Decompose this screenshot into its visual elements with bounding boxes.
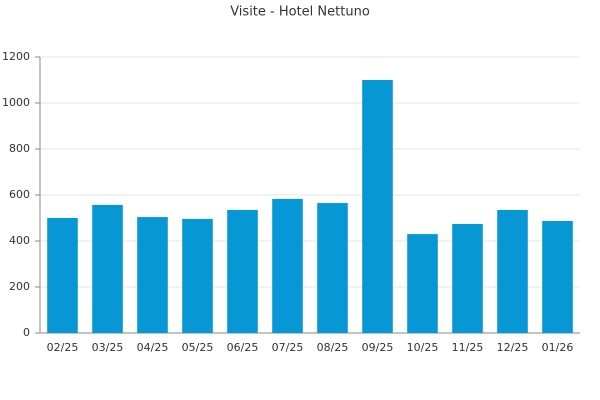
chart-title: Visite - Hotel Nettuno — [230, 5, 370, 20]
bar — [407, 234, 438, 333]
bar — [317, 203, 348, 333]
x-tick-label: 01/26 — [542, 341, 574, 354]
bar — [182, 218, 213, 333]
y-tick-label: 1200 — [2, 50, 30, 63]
x-tick-label: 12/25 — [497, 341, 529, 354]
bar — [452, 223, 483, 333]
y-tick-label: 400 — [9, 234, 30, 247]
bar — [272, 198, 303, 333]
bar — [542, 220, 573, 333]
x-tick-label: 09/25 — [362, 341, 394, 354]
x-tick-label: 10/25 — [407, 341, 439, 354]
y-tick-label: 200 — [9, 280, 30, 293]
bar — [227, 209, 258, 333]
y-tick-label: 0 — [23, 326, 30, 339]
y-tick-label: 800 — [9, 142, 30, 155]
x-tick-label: 11/25 — [452, 341, 484, 354]
x-tick-label: 08/25 — [317, 341, 349, 354]
bar — [47, 218, 78, 333]
y-tick-label: 600 — [9, 188, 30, 201]
bar — [137, 217, 168, 333]
bar — [362, 80, 393, 333]
x-tick-label: 06/25 — [227, 341, 259, 354]
y-tick-label: 1000 — [2, 96, 30, 109]
x-tick-label: 03/25 — [92, 341, 124, 354]
bar — [92, 204, 123, 333]
x-tick-label: 05/25 — [182, 341, 214, 354]
bar — [497, 209, 528, 333]
x-tick-label: 07/25 — [272, 341, 304, 354]
x-tick-label: 04/25 — [137, 341, 169, 354]
x-tick-label: 02/25 — [47, 341, 79, 354]
